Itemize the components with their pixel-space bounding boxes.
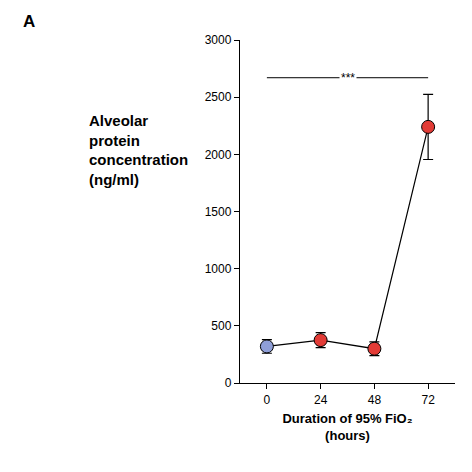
svg-text:Duration of 95% FiO₂(hours): Duration of 95% FiO₂(hours) (282, 411, 412, 443)
svg-text:A: A (23, 12, 35, 31)
svg-text:3000: 3000 (205, 33, 232, 47)
svg-text:500: 500 (211, 319, 231, 333)
svg-text:***: *** (341, 71, 355, 85)
svg-text:0: 0 (225, 376, 232, 390)
svg-text:2500: 2500 (205, 90, 232, 104)
svg-text:1500: 1500 (205, 205, 232, 219)
svg-text:72: 72 (421, 393, 435, 407)
svg-text:0: 0 (264, 393, 271, 407)
svg-text:48: 48 (368, 393, 382, 407)
svg-text:2000: 2000 (205, 148, 232, 162)
svg-text:Alveolarproteinconcentration(n: Alveolarproteinconcentration(ng/ml) (89, 112, 188, 188)
svg-text:1000: 1000 (205, 262, 232, 276)
svg-text:24: 24 (314, 393, 328, 407)
